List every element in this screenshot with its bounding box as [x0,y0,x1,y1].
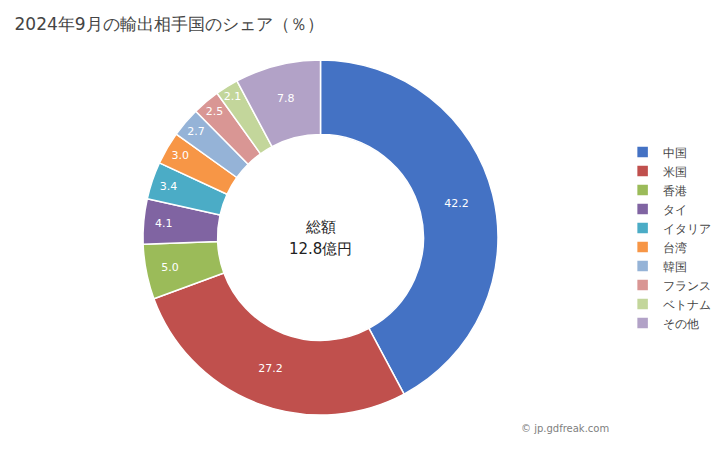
svg-text:香港: 香港 [663,184,687,198]
svg-text:米国: 米国 [663,165,687,179]
svg-text:27.2: 27.2 [258,362,283,375]
svg-text:イタリア: イタリア [663,222,711,236]
svg-text:12.8億円: 12.8億円 [289,240,352,258]
svg-text:4.1: 4.1 [155,217,173,230]
svg-text:42.2: 42.2 [444,197,469,210]
svg-text:© jp.gdfreak.com: © jp.gdfreak.com [521,423,609,434]
svg-text:2.1: 2.1 [224,90,242,103]
svg-text:その他: その他 [663,317,699,331]
svg-text:7.8: 7.8 [277,92,295,105]
svg-text:3.4: 3.4 [160,180,178,193]
svg-text:台湾: 台湾 [663,241,687,255]
svg-text:2.7: 2.7 [187,125,205,138]
svg-text:5.0: 5.0 [161,261,179,274]
svg-text:総額: 総額 [305,218,336,236]
svg-text:韓国: 韓国 [663,260,687,274]
svg-text:2024年9月の輸出相手国のシェア（％）: 2024年9月の輸出相手国のシェア（％） [15,14,324,34]
svg-text:ベトナム: ベトナム [663,298,711,312]
svg-text:フランス: フランス [663,279,711,293]
svg-text:タイ: タイ [663,203,687,217]
svg-text:中国: 中国 [663,146,687,160]
svg-text:2.5: 2.5 [206,105,224,118]
svg-text:3.0: 3.0 [172,149,190,162]
